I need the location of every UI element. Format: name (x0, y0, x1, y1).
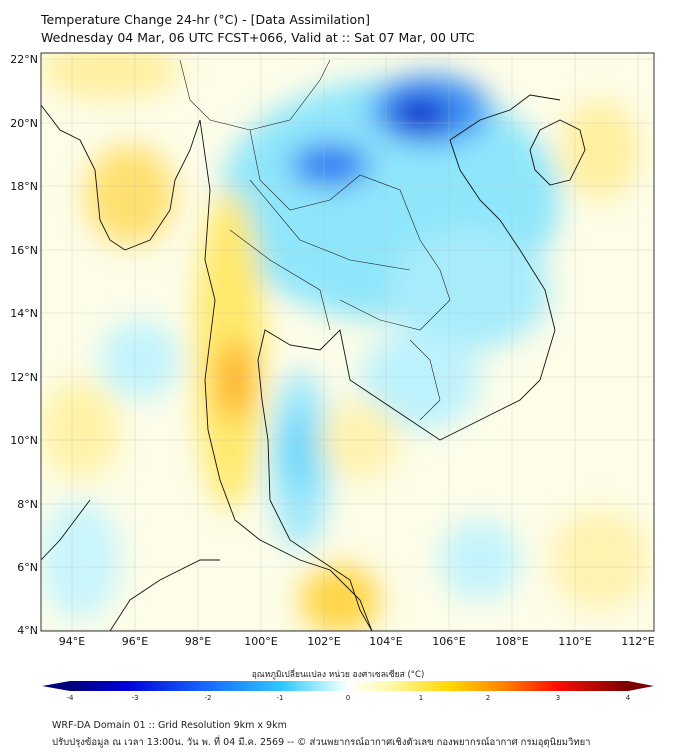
lon-axis-labels: 94°E 96°E 98°E 100°E 102°E 104°E 106°E 1… (59, 635, 655, 648)
lon-label: 106°E (432, 635, 465, 648)
gridlines (41, 53, 654, 631)
lat-axis-labels: 22°N 20°N 18°N 16°N 14°N 12°N 10°N 8°N 6… (10, 53, 38, 637)
temperature-field (41, 53, 654, 631)
lat-label: 18°N (10, 180, 38, 193)
lat-label: 10°N (10, 434, 38, 447)
colorbar-tick: 1 (418, 694, 424, 702)
colorbar-tick: -2 (204, 694, 212, 702)
colorbar-tick: 3 (555, 694, 561, 702)
chart-subtitle: Wednesday 04 Mar, 06 UTC FCST+066, Valid… (41, 30, 475, 45)
footer-model-info: WRF-DA Domain 01 :: Grid Resolution 9km … (52, 720, 287, 731)
lon-label: 100°E (244, 635, 277, 648)
coastlines (41, 94, 586, 631)
lon-label: 94°E (59, 635, 85, 648)
colorbar-tick: -1 (276, 694, 284, 702)
colorbar-tick: 4 (625, 694, 631, 702)
footer-credit: ปรับปรุงข้อมูล ณ เวลา 13:00น. วัน พ. ที่… (52, 737, 591, 748)
colorbar-tick: 2 (485, 694, 491, 702)
lon-label: 108°E (495, 635, 528, 648)
colorbar-tick: -4 (66, 694, 74, 702)
lon-label: 104°E (369, 635, 402, 648)
lat-label: 20°N (10, 117, 38, 130)
lat-label: 4°N (17, 624, 38, 637)
lat-label: 14°N (10, 307, 38, 320)
lat-label: 16°N (10, 244, 38, 257)
colorbar-tick: 0 (345, 694, 351, 702)
lat-label: 12°N (10, 371, 38, 384)
colorbar-min-arrow (42, 681, 70, 691)
lon-label: 112°E (621, 635, 654, 648)
lat-label: 6°N (17, 561, 38, 574)
colorbar-title: อุณหภูมิเปลี่ยนแปลง หน่วย องศาเซลเซียส (… (251, 670, 425, 680)
borders (179, 59, 451, 421)
map-frame (40, 52, 655, 632)
lon-label: 110°E (558, 635, 591, 648)
colorbar-max-arrow (628, 681, 654, 691)
lat-label: 22°N (10, 53, 38, 66)
lon-label: 102°E (307, 635, 340, 648)
lon-label: 98°E (185, 635, 211, 648)
chart-title: Temperature Change 24-hr (°C) - [Data As… (41, 12, 370, 27)
colorbar (42, 681, 654, 691)
temperature-change-map: 94°E 96°E 98°E 100°E 102°E 104°E 106°E 1… (10, 52, 655, 648)
lat-label: 8°N (17, 498, 38, 511)
lon-label: 96°E (122, 635, 148, 648)
colorbar-tick: -3 (131, 694, 139, 702)
colorbar-gradient (70, 681, 628, 691)
